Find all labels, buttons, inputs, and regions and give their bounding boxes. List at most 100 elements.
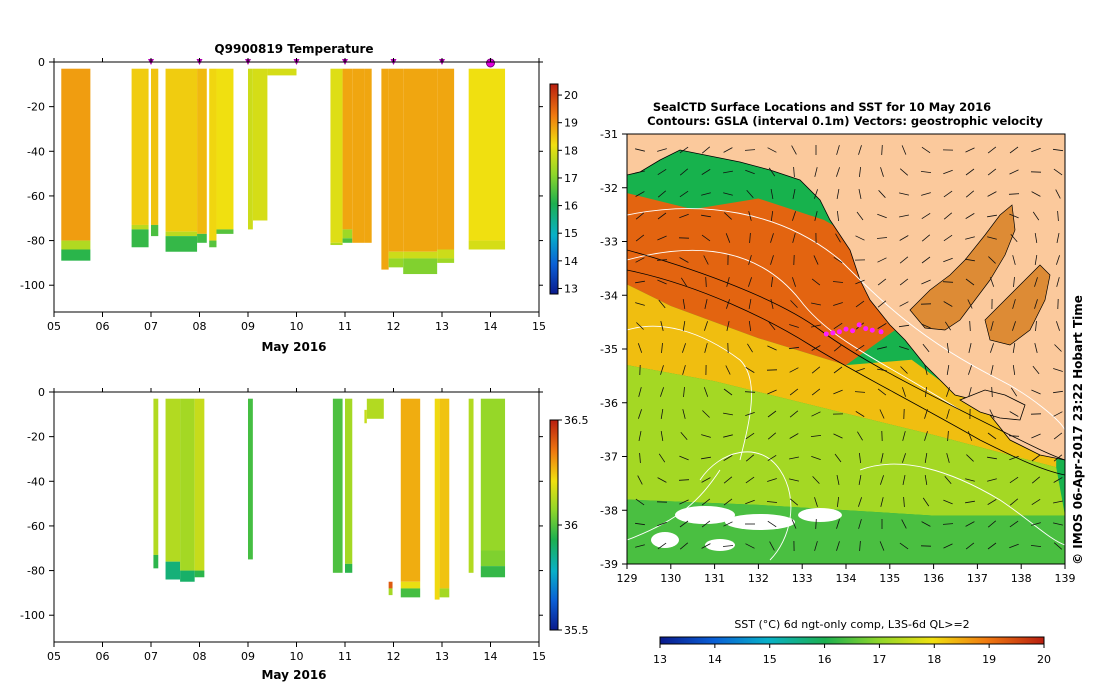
cloud-gap [725,514,795,530]
sst-colorbar-tick-label: 15 [763,653,777,666]
x-tick-label: 05 [47,320,61,333]
velocity-vector [701,456,711,460]
velocity-vector [767,410,777,418]
cloud-gap [675,506,735,524]
velocity-vector [833,322,843,330]
salinity-panel: 05 06 07 08 09 10 11 12 13 14 150-20-40-60-80-100 … [20,386,588,682]
velocity-vector [701,477,711,483]
velocity-vector [789,367,799,373]
velocity-vector [966,454,974,462]
x-tick-label: 12 [387,320,401,333]
colorbar-tick-label: 19 [564,117,578,130]
velocity-vector [1008,193,1020,195]
map-x-tick-label: 131 [704,572,725,585]
velocity-vector [814,167,818,177]
seal-location [843,326,849,332]
velocity-vector [1053,432,1063,440]
velocity-vector [943,234,953,242]
y-tick-label: -100 [20,279,45,292]
temperature-title: Q9900819 Temperature [214,42,373,56]
temperature-axes: 05 06 07 08 09 10 11 12 13 14 15 0 -20 -40 -60 -80 -100 [20,56,546,333]
velocity-vector [858,189,862,199]
velocity-vector [679,168,689,176]
velocity-vector [943,212,953,220]
profile-cell-11-2 [342,238,353,243]
seal-location [823,331,829,337]
velocity-vector [901,519,907,529]
velocity-vector [656,259,668,261]
velocity-vector [1013,276,1015,288]
velocity-vector [877,368,887,372]
velocity-vector [635,544,645,548]
cloud-gap [705,539,735,551]
sst-region-bight-warm [627,193,899,366]
velocity-vector [814,541,818,551]
velocity-vector [680,277,688,287]
salinity-colorbar [549,419,559,631]
profile-cell-0-0 [153,398,159,555]
velocity-vector [1053,542,1063,550]
salinity-frame [53,391,540,643]
velocity-vector [701,192,711,196]
velocity-vector [924,431,928,441]
map-y-tick-label: -34 [600,289,618,302]
velocity-vector [657,190,667,198]
velocity-vector [835,233,841,243]
velocity-vector [1009,169,1019,175]
velocity-vector [880,497,884,507]
velocity-vector [658,299,666,309]
velocity-vector [638,409,642,419]
colorbar-tick-label: 36 [564,519,578,532]
profile-cell-10-2 [400,588,421,598]
profile-cell-10-1 [330,242,343,246]
velocity-vector [660,321,664,331]
profile-cell-14-0 [480,398,506,551]
sst-region-south [627,499,1065,564]
map-x-tick-label: 137 [967,572,988,585]
velocity-vector [898,324,910,328]
velocity-vector [1053,477,1063,483]
velocity-vector [745,169,755,175]
sst-colorbar-label: SST (°C) 6d ngt-only comp, L3S-6d QL>=2 [734,618,969,631]
velocity-vector [635,522,645,526]
velocity-vector [833,256,843,264]
profile-cell-2-1 [180,570,195,582]
gulf-st-vincent [984,264,1051,346]
velocity-vector [701,520,711,528]
x-tick-label: 15 [532,320,546,333]
x-tick-label: 05 [47,650,61,663]
velocity-vector [942,523,954,525]
velocity-vector [968,365,972,375]
sst-colorbar [659,636,1045,645]
velocity-vector [1012,299,1016,309]
velocity-vector [921,234,931,242]
velocity-vector [987,520,997,528]
velocity-vector [635,148,645,152]
x-tick-label: 08 [193,320,207,333]
x-tick-label: 11 [338,320,352,333]
velocity-vector [811,345,821,351]
velocity-vector [987,542,997,550]
velocity-vector [679,190,689,198]
velocity-vector [682,409,686,419]
salinity-xlabel: May 2016 [261,668,326,682]
map-x-tick-label: 129 [617,572,638,585]
velocity-vector [965,521,975,527]
map-x-tick-label: 136 [923,572,944,585]
velocity-vector [877,346,887,350]
velocity-vector [792,211,796,221]
velocity-vector [766,501,778,503]
velocity-vector [1009,476,1019,484]
velocity-vector [943,499,953,505]
x-tick-label: 13 [435,650,449,663]
profile-cell-17-0 [437,68,455,250]
velocity-vector [1053,500,1063,504]
colorbar-tick-label: 17 [564,172,578,185]
profile-cell-1-1 [131,224,149,230]
map-x-tick-label: 130 [660,572,681,585]
velocity-vector [859,540,861,552]
velocity-vector [946,343,950,353]
velocity-vector [745,432,755,440]
velocity-vector [990,321,994,331]
y-tick-label: -60 [27,190,45,203]
